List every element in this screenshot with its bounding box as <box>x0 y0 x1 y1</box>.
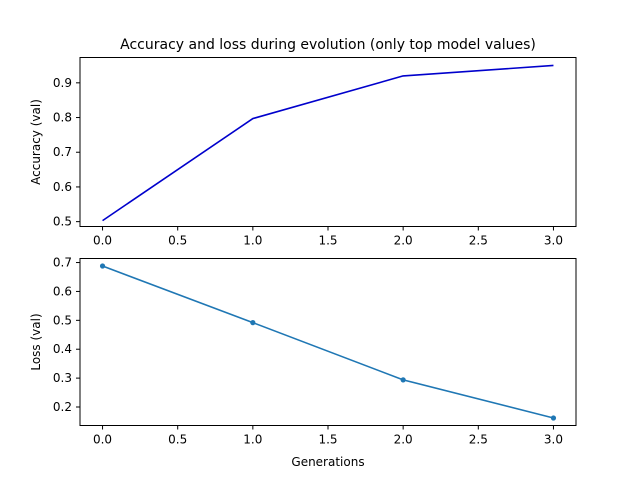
accuracy-plot-frame <box>79 57 577 227</box>
loss-data <box>99 263 557 421</box>
loss-x-tick-label: 1.0 <box>243 433 262 447</box>
chart-title: Accuracy and loss during evolution (only… <box>120 37 536 53</box>
loss-y-tick-label: 0.5 <box>53 313 72 327</box>
loss-x-tick-label: 2.5 <box>469 433 488 447</box>
loss-y-tick-label: 0.3 <box>53 371 72 385</box>
loss-data-point <box>550 415 557 421</box>
loss-x-tick-label: 2.0 <box>394 433 413 447</box>
loss-ticks: 0.0 0.5 1.0 1.5 2.0 2.5 3.0 0.2 0.3 0.4 0.5 0.6 0.7 <box>53 256 563 447</box>
accuracy-x-tick-label: 1.0 <box>243 234 262 248</box>
accuracy-y-axis-label: Accuracy (val) <box>29 99 43 185</box>
accuracy-y-tick-label: 0.6 <box>53 180 72 194</box>
loss-y-tick-label: 0.7 <box>53 256 72 270</box>
accuracy-x-tick-label: 1.5 <box>318 234 337 248</box>
accuracy-y-tick-label: 0.9 <box>53 76 72 90</box>
accuracy-x-tick-label: 0.5 <box>168 234 187 248</box>
accuracy-y-tick-label: 0.8 <box>53 111 72 125</box>
accuracy-series-line <box>102 64 554 222</box>
accuracy-x-tick-label: 2.5 <box>469 234 488 248</box>
loss-y-tick-label: 0.4 <box>53 342 72 356</box>
loss-data-point <box>99 263 106 269</box>
loss-series-line <box>102 265 554 419</box>
loss-x-tick-label: 0.0 <box>93 433 112 447</box>
loss-x-tick-label: 0.5 <box>168 433 187 447</box>
loss-y-tick-label: 0.6 <box>53 284 72 298</box>
accuracy-subplot: Accuracy and loss during evolution (only… <box>29 37 577 248</box>
loss-y-tick-label: 0.2 <box>53 400 72 414</box>
loss-data-point <box>250 320 256 326</box>
loss-x-tick-label: 1.5 <box>318 433 337 447</box>
accuracy-x-tick-label: 0.0 <box>93 234 112 248</box>
x-axis-label: Generations <box>291 455 364 469</box>
accuracy-data <box>102 64 554 222</box>
accuracy-y-tick-label: 0.7 <box>53 145 72 159</box>
accuracy-x-tick-label: 2.0 <box>394 234 413 248</box>
loss-subplot: 0.0 0.5 1.0 1.5 2.0 2.5 3.00.20.30.40.50.60.7 … <box>29 256 577 469</box>
accuracy-x-tick-label: 3.0 <box>544 234 563 248</box>
accuracy-y-tick-label: 0.5 <box>53 215 72 229</box>
loss-x-tick-label: 3.0 <box>544 433 563 447</box>
loss-plot-frame <box>79 258 577 426</box>
loss-data-point <box>400 377 406 383</box>
loss-y-axis-label: Loss (val) <box>29 313 43 370</box>
accuracy-ticks: 0.0 0.5 1.0 1.5 2.0 2.5 3.0 0.5 0.6 0.7 0.8 0.9 <box>53 76 563 248</box>
